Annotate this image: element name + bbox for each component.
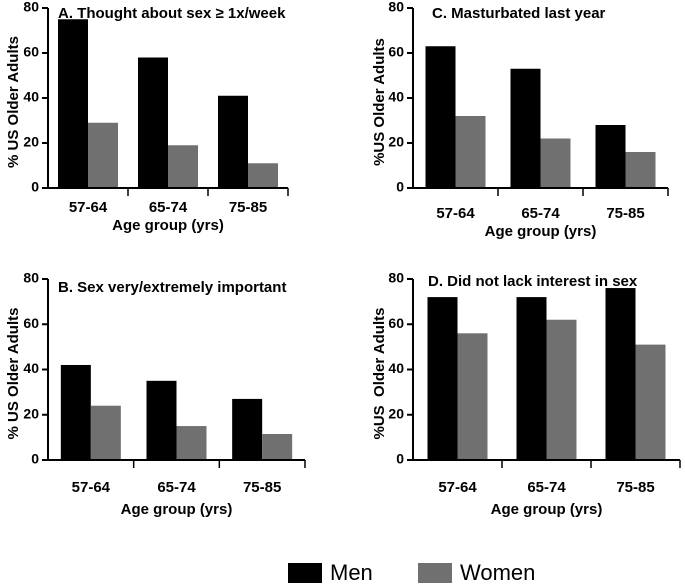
bar-b-women-65-74 [176, 426, 207, 460]
x-tick-label-c-65-74: 65-74 [521, 205, 560, 222]
y-tick-label-b-40: 40 [23, 360, 39, 376]
legend-men-swatch [288, 563, 322, 583]
panel-d-title: D. Did not lack interest in sex [428, 273, 638, 290]
bar-d-women-65-74 [546, 319, 577, 460]
x-tick-label-b-75-85: 75-85 [243, 479, 281, 496]
bar-c-women-65-74 [540, 138, 571, 188]
y-tick-label-b-60: 60 [23, 315, 39, 331]
panel-d: D. Did not lack interest in sex 57-64 65-7… [371, 270, 681, 518]
x-tick-label-a-75-85: 75-85 [229, 199, 267, 216]
bar-d-men-75-85 [605, 288, 636, 460]
y-tick-label-b-0: 0 [31, 451, 39, 467]
y-axis-label-c: %US Older Adults [371, 38, 388, 166]
y-tick-label-c-60: 60 [388, 44, 404, 60]
bar-d-men-65-74 [516, 297, 547, 460]
legend-women-label: Women [460, 560, 536, 585]
bar-d-women-57-64 [457, 333, 488, 460]
panel-b-title: B. Sex very/extremely important [58, 279, 286, 296]
bar-a-women-65-74 [168, 145, 198, 188]
y-axis-label-a: % US Older Adults [5, 36, 22, 168]
bar-b-women-75-85 [262, 433, 293, 460]
y-tick-label-a-20: 20 [23, 134, 39, 150]
x-tick-label-a-57-64: 57-64 [69, 199, 108, 216]
legend-women: Women [418, 560, 535, 586]
bar-b-women-57-64 [90, 405, 121, 460]
legend-men-label: Men [330, 560, 373, 585]
bar-c-women-57-64 [455, 116, 486, 188]
x-tick-label-b-57-64: 57-64 [72, 479, 111, 496]
x-axis-label-b: Age group (yrs) [121, 501, 233, 518]
x-tick-label-c-57-64: 57-64 [436, 205, 475, 222]
panel-a: A. Thought about sex ≥ 1x/week 57-64 65-74… [5, 0, 289, 234]
bar-c-men-75-85 [595, 125, 626, 188]
bar-a-women-75-85 [248, 163, 278, 188]
y-tick-label-d-0: 0 [396, 451, 404, 467]
panel-a-title: A. Thought about sex ≥ 1x/week [58, 5, 286, 22]
bar-a-men-57-64 [58, 19, 88, 188]
bar-d-men-57-64 [427, 297, 458, 460]
y-axis-label-d: %US Older Adults [371, 308, 388, 440]
x-tick-label-d-65-74: 65-74 [527, 479, 566, 496]
x-axis-label-a: Age group (yrs) [112, 217, 224, 234]
y-tick-label-c-20: 20 [388, 134, 404, 150]
panel-c: C. Masturbated last year 57-64 65-74 75-85 0… [371, 0, 669, 240]
panel-b: B. Sex very/extremely important 57-64 65-7… [5, 270, 306, 518]
y-tick-label-d-80: 80 [388, 270, 404, 286]
bar-c-men-65-74 [510, 68, 541, 188]
y-tick-label-a-40: 40 [23, 89, 39, 105]
y-tick-label-a-80: 80 [23, 0, 39, 15]
y-tick-label-c-80: 80 [388, 0, 404, 15]
bar-b-men-65-74 [146, 380, 177, 460]
y-axis-label-b: % US Older Adults [5, 308, 22, 440]
y-tick-label-a-60: 60 [23, 44, 39, 60]
x-tick-label-d-57-64: 57-64 [438, 479, 477, 496]
bar-b-men-75-85 [232, 398, 263, 460]
bar-c-men-57-64 [425, 46, 456, 188]
bar-a-men-65-74 [138, 57, 168, 188]
y-tick-label-b-20: 20 [23, 405, 39, 421]
panel-c-title: C. Masturbated last year [432, 5, 606, 22]
y-tick-label-d-20: 20 [388, 405, 404, 421]
x-axis-label-d: Age group (yrs) [491, 501, 603, 518]
legend-women-swatch [418, 563, 452, 583]
x-tick-label-d-75-85: 75-85 [616, 479, 654, 496]
x-tick-label-c-75-85: 75-85 [606, 205, 644, 222]
y-tick-label-d-40: 40 [388, 360, 404, 376]
y-tick-label-d-60: 60 [388, 315, 404, 331]
bar-a-women-57-64 [88, 122, 118, 188]
bar-c-women-75-85 [625, 152, 656, 188]
y-tick-label-a-0: 0 [31, 179, 39, 195]
x-axis-label-c: Age group (yrs) [485, 223, 597, 240]
legend-men: Men [288, 560, 373, 586]
y-tick-label-c-40: 40 [388, 89, 404, 105]
bar-d-women-75-85 [635, 344, 666, 460]
bar-a-men-75-85 [218, 95, 248, 188]
bar-b-men-57-64 [60, 364, 91, 460]
y-tick-label-c-0: 0 [396, 179, 404, 195]
x-tick-label-a-65-74: 65-74 [149, 199, 188, 216]
x-tick-label-b-65-74: 65-74 [157, 479, 196, 496]
y-tick-label-b-80: 80 [23, 270, 39, 286]
